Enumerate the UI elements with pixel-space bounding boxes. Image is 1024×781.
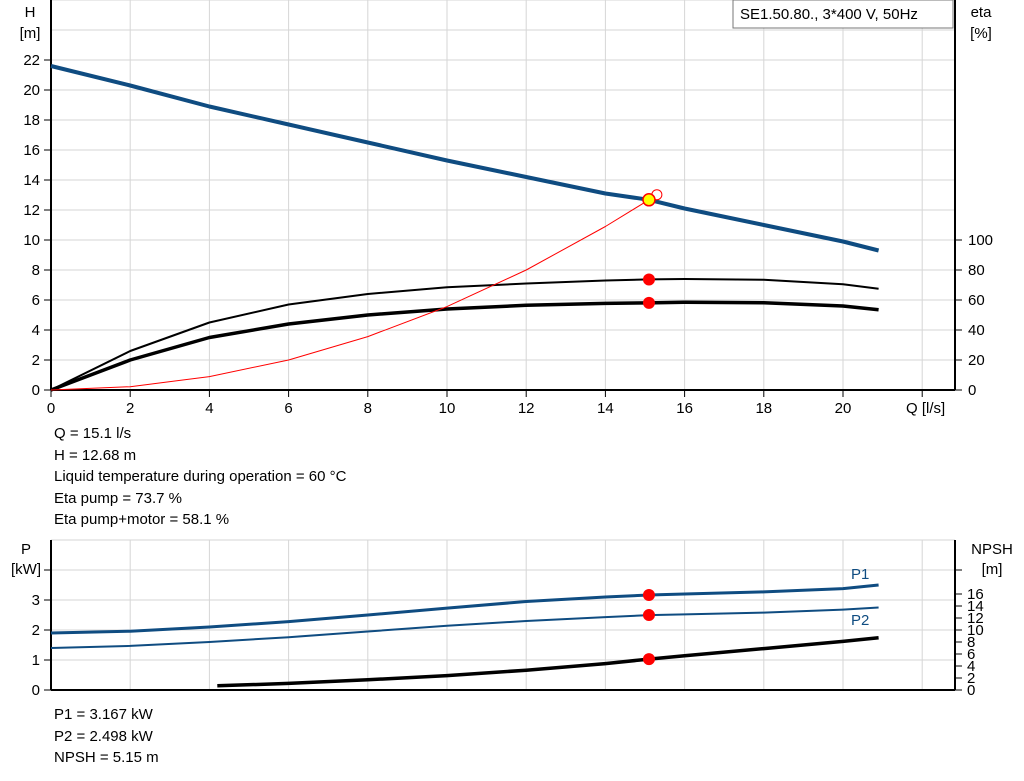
y-tick-label: 10 — [23, 232, 40, 249]
p-axis-unit: [kW] — [11, 561, 41, 578]
npsh-tick-label: 10 — [967, 622, 984, 639]
y-axis-unit: [m] — [20, 25, 41, 42]
npsh-tick-label: 12 — [967, 610, 984, 627]
npsh-tick-label: 8 — [967, 634, 975, 651]
npsh-axis-unit: [m] — [982, 561, 1003, 578]
operating-point-npsh — [642, 653, 655, 666]
npsh-tick-label: 16 — [967, 586, 984, 603]
p-tick-label: 2 — [32, 622, 40, 639]
y-tick-label: 16 — [23, 142, 40, 159]
x-tick-label: 10 — [439, 400, 456, 417]
series-label-p2: P2 — [851, 612, 869, 629]
y-tick-label: 2 — [32, 352, 40, 369]
p-axis-label: P — [21, 541, 31, 558]
info-p2: P2 = 2.498 kW — [54, 727, 153, 745]
npsh-tick-label: 2 — [967, 670, 975, 687]
y-tick-label: 6 — [32, 292, 40, 309]
operating-point-eta-pump-motor — [642, 296, 655, 309]
operating-point-eta-pump — [642, 273, 655, 286]
y-tick-label: 20 — [23, 82, 40, 99]
x-tick-label: 20 — [835, 400, 852, 417]
legend-box — [732, 0, 954, 29]
y-tick-label: 22 — [23, 52, 40, 69]
x-tick-label: 16 — [676, 400, 693, 417]
info-eta-pump: Eta pump = 73.7 % — [54, 489, 182, 507]
curve-p2 — [50, 606, 879, 649]
power-info: P1 = 3.167 kW P2 = 2.498 kW NPSH = 5.15 … — [54, 704, 159, 769]
info-npsh: NPSH = 5.15 m — [54, 749, 159, 766]
curve-npsh — [217, 636, 879, 688]
info-eta-pump-motor: Eta pump+motor = 58.1 % — [54, 511, 230, 528]
p-tick-label: 0 — [32, 682, 40, 699]
y-axis-label: H — [25, 4, 36, 21]
y-tick-label: 8 — [32, 262, 40, 279]
p-tick-label: 3 — [32, 592, 40, 609]
y2-axis-unit: [%] — [970, 25, 992, 42]
y2-tick-label: 100 — [968, 232, 993, 249]
npsh-axis-label: NPSH — [971, 541, 1013, 558]
operating-point-info: Q = 15.1 l/s H = 12.68 m Liquid temperat… — [54, 423, 346, 531]
curve-p1 — [50, 583, 879, 635]
npsh-tick-label: 0 — [967, 682, 975, 699]
x-tick-label: 14 — [597, 400, 614, 417]
x-tick-label: 12 — [518, 400, 535, 417]
info-q: Q = 15.1 l/s — [54, 425, 132, 442]
y-tick-label: 18 — [23, 112, 40, 129]
y2-tick-label: 60 — [968, 292, 985, 309]
npsh-tick-label: 14 — [967, 598, 984, 615]
y2-tick-label: 40 — [968, 322, 985, 339]
x-tick-label: 8 — [364, 400, 372, 417]
x-tick-label: 0 — [47, 400, 55, 417]
y2-axis-label: eta — [971, 4, 993, 21]
operating-point-p2 — [642, 609, 655, 622]
y2-tick-label: 80 — [968, 262, 985, 279]
operating-point-p1 — [642, 588, 655, 601]
x-tick-label: 2 — [126, 400, 134, 417]
operating-point-H — [642, 193, 656, 207]
info-temp: Liquid temperature during operation = 60… — [54, 468, 347, 485]
x-tick-label: 6 — [284, 400, 292, 417]
info-h: H = 12.68 m — [54, 446, 137, 464]
x-axis-label: Q [l/s] — [906, 400, 945, 417]
legend-text: SE1.50.80., 3*400 V, 50Hz — [740, 6, 918, 23]
npsh-tick-label: 4 — [967, 658, 975, 675]
npsh-tick-label: 6 — [967, 646, 975, 663]
series-label-p1: P1 — [851, 566, 869, 583]
curve-H — [50, 64, 880, 253]
curve-eta-pump — [50, 278, 879, 391]
p-tick-label: 1 — [32, 652, 40, 669]
x-tick-label: 4 — [205, 400, 213, 417]
y-tick-label: 12 — [23, 202, 40, 219]
y2-tick-label: 0 — [968, 382, 976, 399]
x-tick-label: 18 — [755, 400, 772, 417]
y2-tick-label: 20 — [968, 352, 985, 369]
y-tick-label: 4 — [32, 322, 40, 339]
y-tick-label: 14 — [23, 172, 40, 189]
curve-eta-pump-motor — [50, 300, 879, 392]
info-p1: P1 = 3.167 kW — [54, 706, 153, 723]
y-tick-label: 0 — [32, 382, 40, 399]
curve-system-curve — [50, 194, 658, 391]
